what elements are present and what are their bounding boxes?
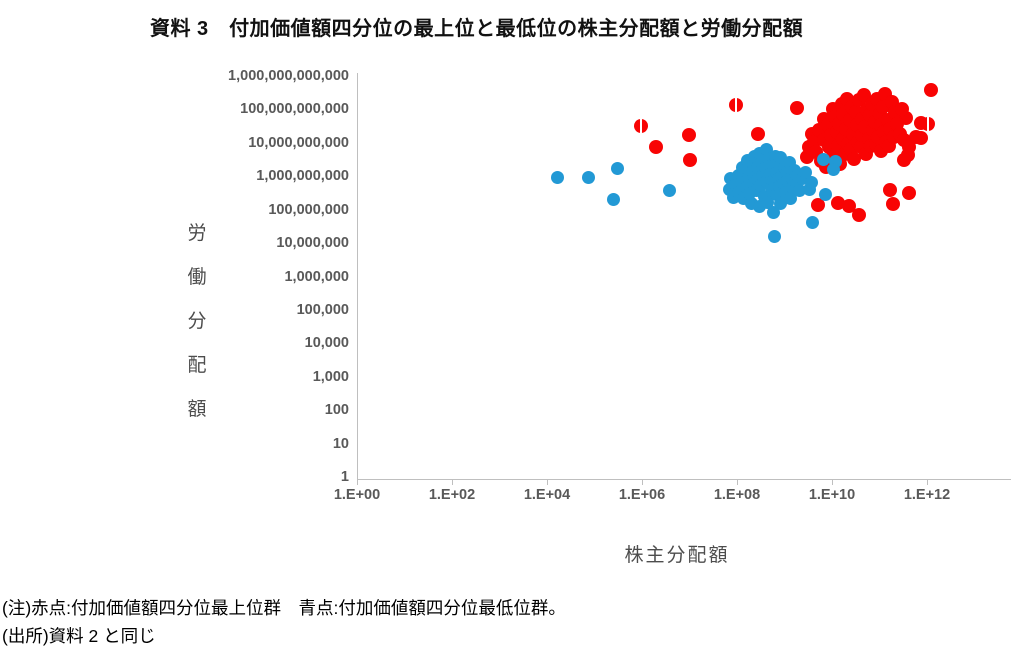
scatter-point-red — [924, 83, 939, 98]
scatter-point-red — [682, 128, 697, 143]
x-tick-label: 1.E+02 — [428, 487, 476, 503]
y-tick-label: 100,000,000 — [268, 201, 349, 218]
scatter-point-blue — [783, 192, 797, 206]
y-axis-title: 労働分配額 — [184, 212, 210, 432]
y-tick-label: 10 — [332, 435, 349, 452]
x-tick-mark — [547, 480, 548, 485]
scatter-point-red — [913, 131, 928, 146]
scatter-point-blue — [827, 163, 841, 177]
scatter-point-blue — [551, 171, 565, 185]
scatter-point-red — [885, 196, 900, 211]
y-tick-label: 10,000 — [304, 335, 349, 352]
scatter-point-blue — [817, 153, 831, 167]
scatter-point-red — [789, 101, 804, 116]
y-tick-label: 1,000,000 — [284, 268, 349, 285]
chart-title: 資料 3 付加価値額四分位の最上位と最低位の株主分配額と労働分配額 — [150, 18, 804, 40]
scatter-point-red — [883, 182, 897, 197]
y-tick-label: 1,000,000,000,000 — [228, 68, 349, 84]
x-tick-mark — [737, 480, 738, 485]
x-axis-title: 株主分配額 — [624, 545, 730, 566]
scatter-point-red — [894, 101, 909, 116]
x-tick-mark — [832, 480, 833, 485]
scatter-point-blue — [606, 193, 620, 207]
y-tick-label: 1,000 — [312, 368, 349, 385]
x-tick-label: 1.E+10 — [808, 487, 856, 503]
scatter-point-blue — [819, 188, 833, 202]
y-axis-title-char: 額 — [187, 399, 207, 420]
scatter-point-red — [750, 127, 765, 142]
note-line-2: (出所)資料 2 と同じ — [2, 626, 156, 646]
chart-notes: (注)赤点:付加価値額四分位最上位群 青点:付加価値額四分位最低位群。 (出所)… — [2, 594, 566, 650]
scatter-point-red — [634, 119, 649, 134]
scatter-point-red — [921, 117, 935, 132]
scatter-point-red — [830, 195, 845, 210]
y-tick-label: 1 — [340, 469, 349, 486]
scatter-point-blue — [662, 184, 676, 198]
x-tick-label: 1.E+06 — [618, 487, 666, 503]
y-axis-title-char: 配 — [187, 355, 207, 376]
x-tick-mark — [357, 480, 358, 485]
x-tick-label: 1.E+04 — [523, 487, 571, 503]
note-line-1: (注)赤点:付加価値額四分位最上位群 青点:付加価値額四分位最低位群。 — [2, 598, 566, 618]
plot-area — [357, 73, 1011, 480]
y-tick-label: 100,000 — [296, 301, 349, 318]
scatter-point-red — [896, 152, 911, 167]
scatter-point-red — [648, 139, 663, 154]
x-tick-label: 1.E+08 — [713, 487, 761, 503]
x-tick-mark — [642, 480, 643, 485]
y-tick-label: 100 — [324, 402, 349, 419]
scatter-point-red — [810, 197, 825, 212]
scatter-point-blue — [805, 175, 819, 189]
y-axis-title-char: 働 — [187, 267, 207, 288]
x-tick-mark — [927, 480, 928, 485]
y-tick-label: 10,000,000 — [276, 235, 349, 252]
scatter-point-blue — [798, 165, 812, 179]
y-tick-label: 100,000,000,000 — [240, 101, 349, 118]
x-tick-label: 1.E+12 — [903, 487, 951, 503]
marker-split-line — [640, 119, 643, 134]
scatter-point-red — [852, 208, 867, 223]
scatter-point-blue — [760, 195, 774, 209]
marker-split-line — [927, 117, 929, 132]
y-tick-label: 1,000,000,000 — [256, 168, 349, 185]
scatter-point-red — [897, 133, 912, 148]
scatter-point-blue — [805, 215, 819, 229]
x-tick-label: 1.E+00 — [333, 487, 381, 503]
scatter-point-blue — [582, 171, 596, 185]
scatter-point-red — [847, 151, 862, 166]
scatter-point-blue — [611, 162, 625, 176]
scatter-point-red — [683, 152, 698, 167]
scatter-point-red — [729, 98, 744, 113]
scatter-point-red — [902, 185, 916, 200]
y-axis-title-char: 労 — [187, 223, 207, 244]
x-tick-mark — [452, 480, 453, 485]
scatter-point-blue — [767, 229, 781, 243]
y-axis-title-char: 分 — [187, 311, 207, 332]
marker-split-line — [735, 98, 738, 113]
y-tick-label: 10,000,000,000 — [248, 134, 349, 151]
